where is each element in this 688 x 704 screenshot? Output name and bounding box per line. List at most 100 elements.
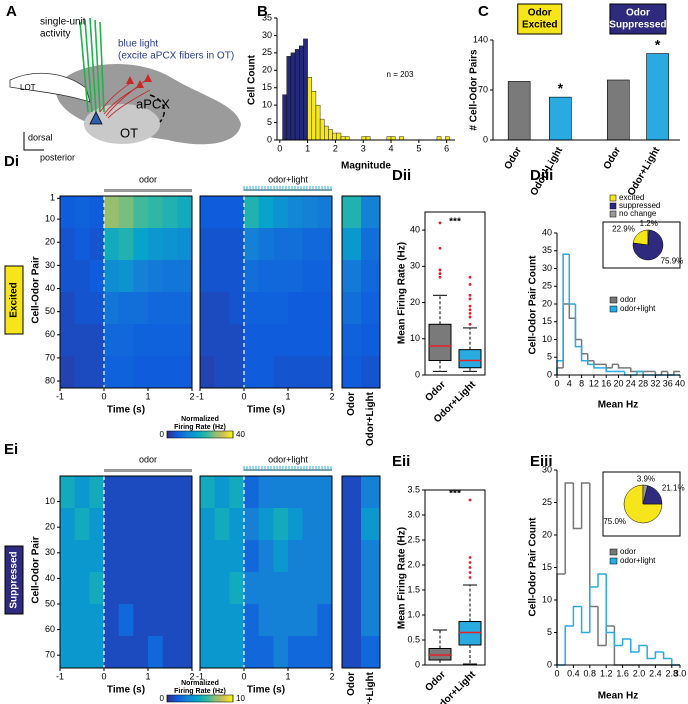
histogram-bar: [340, 136, 346, 141]
electrodes: [79, 17, 105, 113]
step-segment: [654, 651, 664, 659]
y-tick-label: 30: [542, 464, 552, 474]
heatmap-cell: [200, 292, 216, 325]
x-tick-label: 32: [650, 378, 660, 388]
bar: [507, 81, 531, 141]
heatmap-cell: [273, 572, 289, 605]
y-tick-label: 1.5: [407, 584, 420, 594]
heatmap-cell: [288, 604, 304, 637]
histogram-bar: [361, 136, 367, 141]
heatmap-cell: [133, 196, 149, 229]
step-segment: [623, 371, 631, 376]
heatmap-cell: [118, 228, 134, 261]
panel-label: Ei: [4, 441, 18, 458]
y-tick-label: 140: [473, 34, 488, 44]
axis-direction: dorsal: [28, 132, 53, 142]
x-tick-label: Odor: [423, 379, 448, 404]
panel-title: odor: [139, 454, 157, 464]
heatmap-cell: [288, 228, 304, 261]
x-tick-label: 3: [361, 143, 366, 153]
y-tick-label: 40: [45, 283, 55, 293]
heatmap-cell: [118, 324, 134, 357]
heatmap-cell: [148, 476, 164, 509]
lot-shape: [9, 72, 91, 103]
summary-cell: [361, 476, 381, 509]
significance: ***: [449, 489, 461, 500]
x-tick-label: 4: [389, 143, 394, 153]
x-tick-label: 2.4: [649, 668, 662, 678]
heatmap-cell: [244, 292, 260, 325]
heatmap-cell: [89, 292, 105, 325]
plot-frame: [424, 489, 486, 666]
heatmap-cell: [89, 260, 105, 293]
y-tick-label: 50: [45, 598, 55, 608]
heatmap-cell: [148, 604, 164, 637]
heatmap-cell: [302, 476, 318, 509]
summary-cell: [342, 604, 362, 637]
legend-swatch: [609, 557, 618, 565]
outlier: [468, 312, 472, 315]
summary-cell: [361, 196, 381, 229]
heatmap-cell: [104, 324, 120, 357]
y-tick-label: 20: [262, 65, 272, 75]
y-tick-label: 1.0: [407, 609, 420, 619]
colorbar-tick-label: 40: [236, 430, 245, 439]
heatmap-cell: [118, 260, 134, 293]
x-tick-label: -1: [196, 391, 204, 401]
heatmap-cell: [133, 636, 149, 669]
panel-title: odor+light: [268, 454, 308, 464]
apcx-neurons: [126, 74, 152, 88]
heatmap-cell: [317, 324, 333, 357]
heatmap-cell: [317, 476, 333, 509]
heatmap-cell: [148, 292, 164, 325]
outlier: [468, 283, 472, 286]
colorbar-title: Normalized: [181, 680, 219, 687]
heatmap-cell: [133, 292, 149, 325]
heatmap-cell: [60, 636, 76, 669]
step-segment: [638, 644, 648, 652]
panel-frame: [199, 195, 333, 389]
x-tick-label: 2.0: [633, 668, 646, 678]
y-tick-label: 2.0: [407, 559, 420, 569]
y-tick-label: 15: [542, 316, 552, 326]
heatmap-cell: [162, 604, 178, 637]
heatmap-cell: [214, 324, 230, 357]
outlier: [438, 221, 442, 225]
x-tick-label: 36: [663, 378, 673, 388]
histogram-bar: [294, 49, 300, 141]
heatmap-cell: [214, 356, 230, 389]
heatmap-cell: [177, 324, 193, 357]
y-axis-label: Cell Count: [247, 54, 258, 105]
summary-cell: [342, 260, 362, 293]
heatmap-cell: [148, 260, 164, 293]
y-tick-label: 5: [267, 117, 272, 127]
legend-label: odor: [620, 547, 636, 556]
colorbar-tick-label: 0: [160, 694, 165, 703]
heatmap-cell: [74, 292, 90, 325]
heatmap-cell: [104, 476, 120, 509]
y-tick-label: 70: [45, 650, 55, 660]
heatmap-cell: [258, 356, 274, 389]
summary-cell: [342, 508, 362, 541]
colorbar-tick-label: 0: [160, 430, 165, 439]
y-tick-label: 35: [542, 245, 552, 255]
heatmap-cell: [74, 572, 90, 605]
electrode-label: activity: [40, 29, 71, 40]
x-tick-label: 1.2: [600, 668, 613, 678]
heatmap-cell: [288, 540, 304, 573]
step-segment: [589, 586, 598, 633]
y-tick-label: 25: [262, 47, 272, 57]
histogram-bar: [344, 136, 350, 141]
summary-cell: [361, 292, 381, 325]
y-tick-label: 30: [262, 30, 272, 40]
histogram-bar: [336, 132, 342, 141]
x-axis-label: Time (s): [107, 405, 145, 416]
step-segment: [574, 318, 582, 341]
y-tick-label: 0: [547, 659, 552, 669]
step-segment: [646, 645, 656, 660]
heatmap-cell: [214, 540, 230, 573]
heatmap-cell: [104, 356, 120, 389]
heatmap-cell: [148, 228, 164, 261]
heatmap-cell: [148, 324, 164, 357]
odor-bar: [104, 469, 192, 472]
